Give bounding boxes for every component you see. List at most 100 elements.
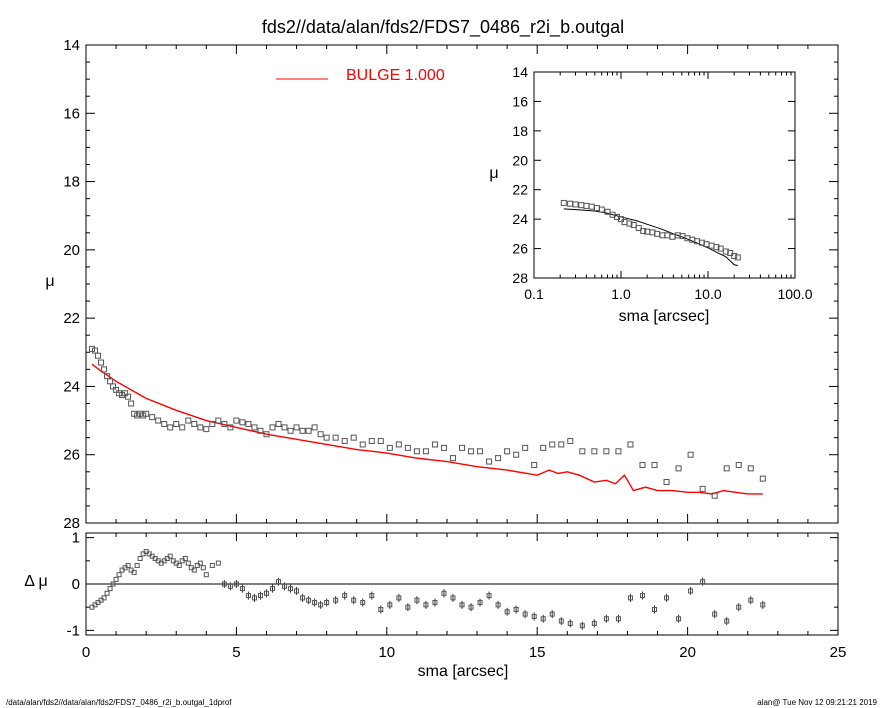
- residual-data-point: [387, 602, 393, 608]
- main-data-point: [113, 386, 120, 393]
- inset-data-point: [572, 201, 579, 208]
- main-data-point: [513, 451, 520, 458]
- main-y-tick-label: 20: [63, 242, 80, 259]
- residual-x-label: sma [arcsec]: [418, 663, 509, 680]
- residual-data-point: [441, 590, 447, 596]
- residual-data-point: [203, 572, 209, 578]
- residual-data-point: [227, 583, 233, 589]
- residual-data-point: [627, 595, 633, 601]
- residual-data-point: [245, 593, 251, 599]
- main-data-point: [567, 438, 574, 445]
- main-data-point: [209, 420, 216, 427]
- residual-x-tick-label: 25: [830, 644, 847, 661]
- main-data-point: [449, 455, 456, 462]
- residual-data-point: [639, 593, 645, 599]
- main-model-curve: [91, 363, 763, 495]
- residual-data-point: [113, 576, 119, 582]
- residual-data-point: [676, 616, 682, 622]
- residual-data-point: [125, 562, 131, 568]
- residual-data-points: [89, 549, 766, 630]
- main-data-point: [167, 424, 174, 431]
- main-data-point: [161, 420, 168, 427]
- main-data-point: [179, 424, 186, 431]
- inset-x-tick-label: 0.1: [524, 286, 544, 302]
- residual-data-point: [276, 579, 282, 585]
- inset-data-point: [640, 227, 647, 234]
- inset-plot-frame: [533, 71, 796, 279]
- main-data-point: [413, 448, 420, 455]
- main-data-point: [350, 434, 357, 441]
- main-data-point: [627, 441, 634, 448]
- main-data-point: [116, 390, 123, 397]
- main-data-point: [699, 485, 706, 492]
- residual-data-point: [333, 597, 339, 603]
- residual-data-point: [306, 597, 312, 603]
- inset-data-point: [722, 248, 729, 255]
- residual-data-point: [558, 618, 564, 624]
- inset-y-tick-label: 14: [512, 64, 528, 80]
- residual-data-point: [110, 581, 116, 587]
- residual-data-point: [342, 593, 348, 599]
- inset-data-point: [598, 206, 605, 213]
- main-data-point: [185, 417, 192, 424]
- residual-data-point: [405, 604, 411, 610]
- main-data-point: [143, 410, 150, 417]
- residual-data-point: [137, 556, 143, 561]
- main-data-point: [531, 461, 538, 468]
- main-data-point: [459, 444, 465, 451]
- inset-y-tick-label: 20: [512, 152, 528, 168]
- residual-data-point: [185, 560, 191, 566]
- main-data-point: [558, 441, 565, 448]
- residual-data-point: [531, 613, 537, 619]
- residual-data-point: [209, 562, 215, 568]
- residual-data-point: [652, 607, 658, 612]
- residual-data-point: [134, 562, 140, 568]
- main-data-point: [591, 448, 598, 455]
- main-data-point: [395, 441, 402, 448]
- main-data-point: [711, 492, 718, 499]
- residual-data-point: [615, 616, 621, 622]
- main-y-tick-label: 16: [63, 105, 80, 122]
- main-data-point: [311, 424, 318, 431]
- inset-axis-ticks: 0.1 1.0 10.0 100.0 14 16 18 20 22 24 26 28: [512, 64, 812, 302]
- main-data-point: [386, 444, 393, 451]
- residual-data-point: [432, 600, 438, 606]
- main-data-point: [615, 448, 622, 455]
- residual-y-tick-label: 0: [72, 576, 80, 593]
- inset-background: [507, 68, 797, 285]
- residual-data-point: [257, 593, 263, 599]
- main-data-point: [377, 438, 384, 445]
- footer-file-path: /data/alan/fds2//data/alan/fds2/FDS7_048…: [6, 698, 232, 707]
- footer-user-timestamp: alan@ Tue Nov 12 09:21:21 2019: [757, 698, 877, 707]
- inset-x-label: sma [arcsec]: [619, 308, 710, 325]
- inset-y-tick-label: 26: [512, 241, 528, 257]
- residual-data-point: [378, 607, 384, 612]
- main-data-point: [341, 438, 348, 445]
- inset-data-point: [560, 199, 567, 206]
- residual-data-point: [200, 565, 206, 571]
- residual-data-point: [414, 597, 420, 603]
- residual-data-point: [360, 600, 366, 606]
- residual-data-point: [215, 560, 221, 566]
- main-y-tick-label: 14: [63, 37, 80, 54]
- residual-data-point: [318, 602, 324, 608]
- main-data-point: [257, 427, 264, 434]
- main-axis-ticks: 14 16 18 20 22 24 26 28: [63, 37, 839, 532]
- residual-data-point: [300, 595, 306, 601]
- main-data-point: [639, 461, 646, 468]
- inset-x-tick-label: 10.0: [694, 286, 721, 302]
- main-data-point: [332, 434, 339, 441]
- residual-data-point: [263, 590, 269, 596]
- residual-data-point: [459, 602, 465, 608]
- main-data-point: [98, 359, 105, 366]
- residual-x-tick-label: 15: [529, 644, 546, 661]
- residual-data-point: [423, 602, 429, 608]
- residual-data-point: [269, 586, 275, 592]
- main-data-point: [191, 420, 198, 427]
- main-data-point: [663, 479, 670, 486]
- residual-data-point: [591, 620, 597, 626]
- main-data-point: [299, 427, 306, 434]
- residual-data-point: [736, 604, 742, 610]
- residual-data-point: [312, 600, 318, 606]
- residual-y-tick-label: -1: [67, 622, 80, 639]
